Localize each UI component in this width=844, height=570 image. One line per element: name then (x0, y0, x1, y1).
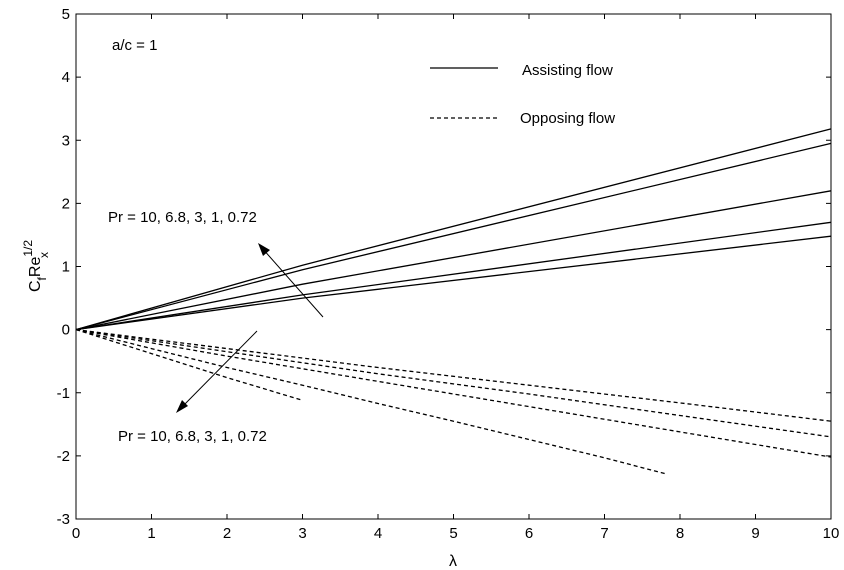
pr-arrowhead-assisting (258, 243, 270, 256)
x-tick-label: 0 (72, 525, 80, 542)
series-line-opposing-5 (75, 328, 303, 401)
x-tick-label: 2 (223, 525, 231, 542)
x-tick-label: 8 (676, 525, 684, 542)
series-line-opposing-9 (75, 328, 832, 422)
y-tick-label: -1 (57, 385, 70, 402)
series-layer (75, 128, 832, 475)
y-tick-label: -3 (57, 511, 70, 528)
y-axis-label-f: f (35, 276, 49, 280)
x-tick-label: 10 (823, 525, 840, 542)
y-tick-label: -2 (57, 448, 70, 465)
legend-label-assisting: Assisting flow (522, 62, 613, 79)
y-axis-label-c: C (27, 280, 44, 292)
x-tick-label: 3 (298, 525, 306, 542)
x-tick-label: 5 (449, 525, 457, 542)
y-axis-label-x: x (37, 252, 51, 258)
y-tick-label: 2 (62, 195, 70, 212)
series-line-assisting-3 (75, 221, 832, 331)
ratio-annotation: a/c = 1 (112, 37, 157, 54)
x-tick-label: 7 (600, 525, 608, 542)
y-tick-label: 4 (62, 69, 70, 86)
y-axis-label: CfRe1/2 x (21, 240, 51, 292)
svg-text:CfRe1/2x: CfRe1/2 x (21, 240, 51, 292)
y-tick-label: 5 (62, 6, 70, 23)
legend-label-opposing: Opposing flow (520, 110, 615, 127)
x-tick-label: 1 (147, 525, 155, 542)
x-tick-label: 4 (374, 525, 382, 542)
series-line-opposing-8 (75, 328, 832, 438)
x-tick-label: 6 (525, 525, 533, 542)
series-line-assisting-2 (75, 190, 832, 331)
pr-arrow-assisting (261, 247, 324, 318)
series-line-opposing-6 (75, 328, 666, 475)
series-line-assisting-4 (75, 235, 832, 331)
series-line-opposing-7 (75, 328, 832, 458)
pr-arrowhead-opposing (176, 400, 188, 413)
pr-annotation-assisting: Pr = 10, 6.8, 3, 1, 0.72 (108, 209, 257, 226)
series-line-assisting-0 (75, 128, 832, 331)
y-tick-label: 1 (62, 259, 70, 276)
pr-annotation-opposing: Pr = 10, 6.8, 3, 1, 0.72 (118, 428, 267, 445)
y-tick-label: 0 (62, 322, 70, 339)
x-tick-label: 9 (751, 525, 759, 542)
x-ticks: 0 1 2 3 4 5 6 7 8 9 10 (72, 14, 840, 542)
pr-arrow-opposing (180, 330, 258, 409)
y-ticks: -3 -2 -1 0 1 2 3 4 5 (57, 6, 831, 528)
series-line-assisting-1 (75, 142, 832, 331)
y-axis-label-half: 1/2 (21, 240, 35, 257)
y-tick-label: 3 (62, 132, 70, 149)
x-axis-label: λ (449, 553, 457, 570)
y-axis-label-re: Re (27, 257, 44, 278)
